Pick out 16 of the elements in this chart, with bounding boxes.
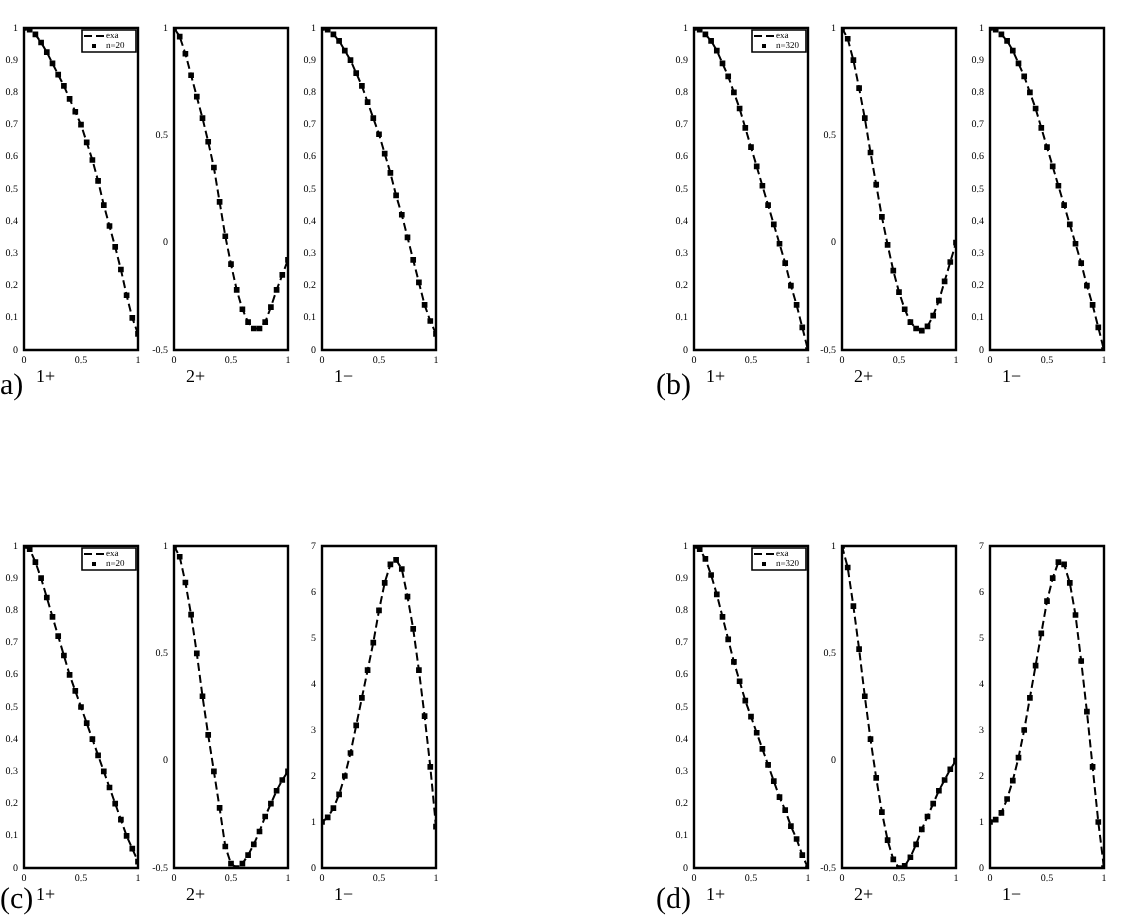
x-axis-title: 1− — [1002, 883, 1022, 904]
x-axis-title: 1+ — [36, 883, 56, 904]
x-axis-title: 2+ — [854, 883, 874, 904]
x-axis-title: 1− — [334, 365, 354, 386]
x-axis-title: 2+ — [186, 883, 206, 904]
x-axis-title: 1− — [1002, 365, 1022, 386]
x-axis-title: 1+ — [706, 883, 726, 904]
text: (b) — [656, 368, 691, 404]
x-axis-title: 2+ — [854, 365, 874, 386]
text: (d) — [656, 882, 691, 918]
x-axis-title: 1+ — [36, 365, 56, 386]
x-axis-title: 1+ — [706, 365, 726, 386]
text: a) — [0, 368, 24, 404]
x-axis-title: 1− — [334, 883, 354, 904]
x-axis-title: 2+ — [186, 365, 206, 386]
text: (c) — [0, 882, 34, 918]
